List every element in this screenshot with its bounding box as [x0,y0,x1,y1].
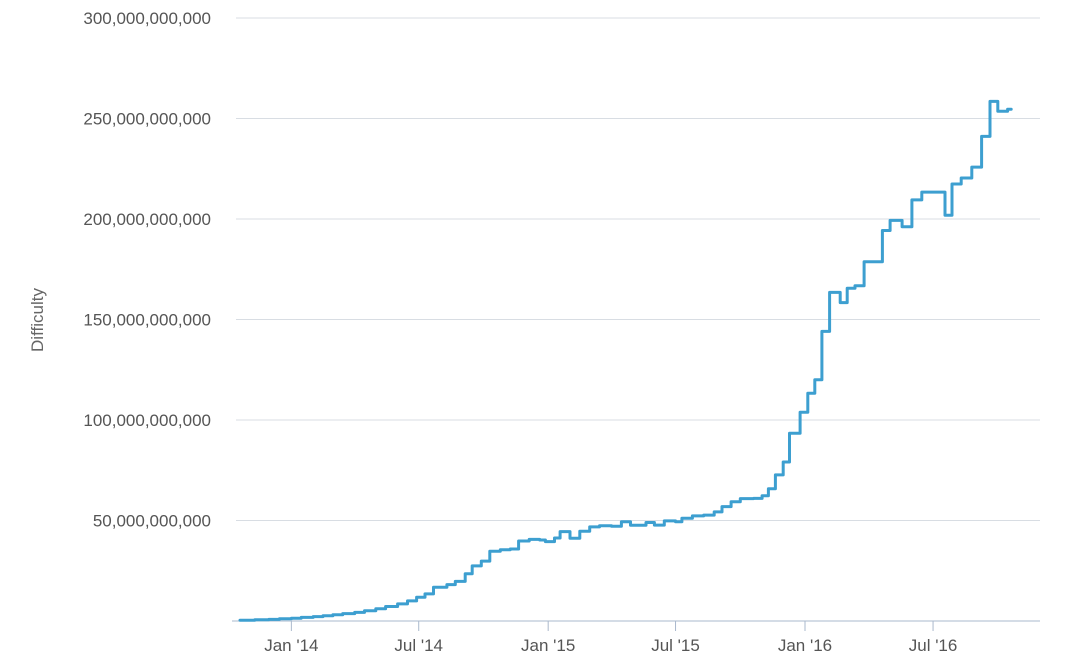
y-tick-label-5: 300,000,000,000 [83,9,211,28]
grid-lines [236,17,1040,521]
y-axis-tick-labels: 50,000,000,000 100,000,000,000 150,000,000… [83,9,211,531]
series-line-0 [238,99,1013,622]
x-tick-label-0: Jan '14 [264,636,318,655]
y-tick-label-0: 50,000,000,000 [93,512,211,531]
x-axis-ticks: Jan '14 Jul '14 Jan '15 Jul '15 Jan '16 Jul '… [264,621,957,655]
y-tick-label-4: 250,000,000,000 [83,110,211,129]
y-axis-title: Difficulty [28,288,47,352]
x-tick-label-3: Jul '15 [651,636,700,655]
x-tick-label-1: Jul '14 [394,636,443,655]
x-tick-label-4: Jan '16 [778,636,832,655]
series-group [238,99,1013,622]
x-tick-label-5: Jul '16 [909,636,958,655]
y-tick-label-1: 100,000,000,000 [83,411,211,430]
y-tick-label-3: 200,000,000,000 [83,210,211,229]
x-tick-label-2: Jan '15 [521,636,575,655]
y-tick-label-2: 150,000,000,000 [83,311,211,330]
